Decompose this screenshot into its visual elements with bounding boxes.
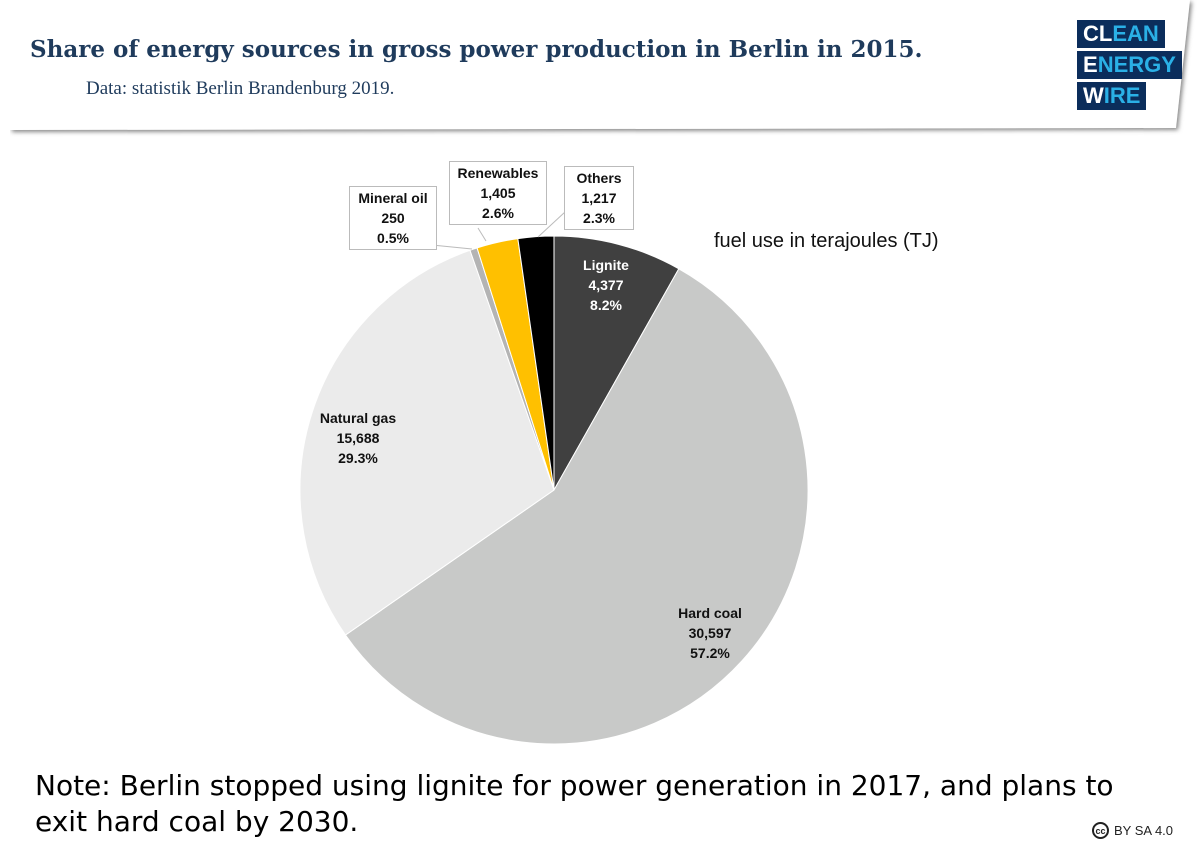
data-label-others: Others 1,217 2.3%	[564, 166, 634, 230]
data-label-natural-gas: Natural gas 15,688 29.3%	[319, 410, 397, 466]
pie-slice-others	[517, 235, 555, 491]
clean-energy-wire-logo: CLEAN ENERGY WIRE	[1077, 20, 1182, 113]
chart-title: Share of energy sources in gross power p…	[30, 36, 923, 63]
data-label-lignite: Lignite 4,377 8.2%	[583, 257, 629, 313]
data-label-mineral-oil: Mineral oil 250 0.5%	[349, 186, 437, 250]
footnote: Note: Berlin stopped using lignite for p…	[35, 769, 1114, 838]
data-label-hard-coal: Hard coal 30,597 57.2%	[678, 605, 742, 661]
leader-line-renewables	[477, 227, 487, 242]
pie-slice-natural-gas	[299, 249, 555, 636]
pie-slice-lignite	[553, 235, 680, 492]
cc-icon: cc	[1092, 822, 1109, 839]
license: cc BY SA 4.0	[1092, 822, 1173, 839]
header-card	[10, 0, 1190, 132]
data-label-renewables: Renewables 1,405 2.6%	[449, 161, 547, 225]
license-text: BY SA 4.0	[1114, 823, 1174, 838]
header-background	[10, 0, 1190, 130]
unit-annotation: fuel use in terajoules (TJ)	[714, 230, 939, 252]
pie-slice-hard-coal	[344, 268, 809, 745]
leader-line-others	[537, 211, 566, 238]
chart-subtitle: Data: statistik Berlin Brandenburg 2019.	[86, 78, 395, 99]
leader-line-mineral-oil	[431, 244, 473, 250]
